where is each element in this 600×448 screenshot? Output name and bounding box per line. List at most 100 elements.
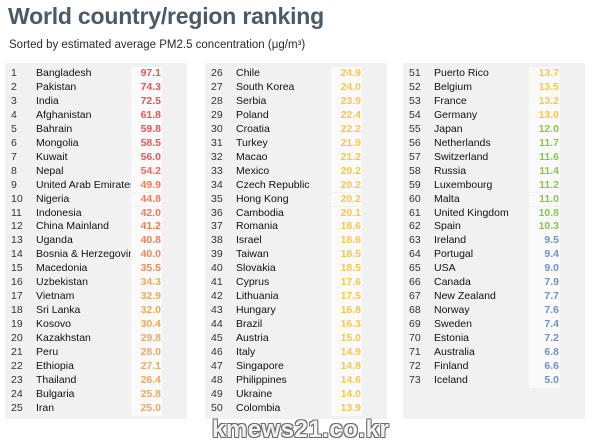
pm25-value: 16.3: [340, 318, 361, 331]
ranking-row: 40 Slovakia 18.5: [205, 262, 387, 277]
ranking-row: 72 Finland 6.6: [403, 359, 585, 374]
rank-number: 55: [409, 122, 421, 135]
ranking-row: 45 Austria 15.0: [205, 332, 387, 346]
ranking-row: 18 Sri Lanka 32.0: [5, 304, 187, 319]
rank-number: 20: [11, 332, 23, 345]
value-cell: [529, 359, 560, 374]
pm25-value: 56.0: [140, 150, 161, 163]
country-name: Mexico: [236, 164, 270, 177]
ranking-row: 5 Bahrain 59.8: [5, 122, 187, 137]
pm25-value: 11.0: [539, 192, 559, 205]
ranking-row: 25 Iran 25.0: [5, 401, 187, 416]
pm25-value: 34.3: [140, 276, 161, 289]
value-cell: [331, 276, 362, 291]
ranking-row: 60 Malta 11.0: [403, 192, 585, 207]
country-name: Bulgaria: [36, 387, 75, 400]
country-name: Iceland: [434, 373, 468, 386]
value-cell: [131, 234, 162, 249]
value-cell: [131, 150, 162, 165]
pm25-value: 25.8: [140, 387, 161, 400]
pm25-value: 27.1: [140, 359, 161, 372]
ranking-row: 51 Puerto Rico 13.7: [403, 67, 585, 81]
pm25-value: 14.0: [340, 387, 361, 400]
value-cell: [131, 359, 162, 374]
rank-number: 11: [11, 206, 22, 219]
pm25-value: 16.8: [340, 304, 361, 317]
value-cell: [131, 80, 162, 95]
value-cell: [131, 220, 162, 235]
rank-number: 73: [409, 373, 421, 386]
pm25-value: 11.7: [539, 136, 559, 149]
country-name: Afghanistan: [36, 108, 92, 121]
country-name: Switzerland: [434, 150, 489, 163]
value-cell: [331, 136, 362, 151]
ranking-row: 32 Macao 21.2: [205, 150, 387, 165]
rank-number: 68: [409, 304, 421, 317]
country-name: New Zealand: [434, 290, 496, 303]
rank-number: 58: [409, 164, 421, 177]
value-cell: [331, 290, 362, 305]
country-name: Colombia: [236, 401, 281, 414]
value-cell: [529, 346, 560, 360]
ranking-row: 66 Canada 7.9: [403, 276, 585, 291]
rank-number: 54: [409, 108, 421, 121]
ranking-row: 48 Philippines 14.6: [205, 373, 387, 388]
rank-number: 31: [211, 136, 223, 149]
pm25-value: 20.2: [340, 164, 361, 177]
pm25-value: 13.2: [538, 94, 559, 107]
rank-number: 45: [211, 332, 223, 345]
rank-number: 57: [409, 150, 421, 163]
ranking-row: 35 Hong Kong 20.2: [205, 192, 387, 207]
value-cell: [131, 401, 162, 416]
value-cell: [331, 164, 362, 179]
ranking-row: 10 Nigeria 44.8: [5, 192, 187, 207]
rank-number: 36: [211, 206, 223, 219]
rank-number: 21: [11, 346, 23, 358]
ranking-row: 57 Switzerland 11.6: [403, 150, 585, 165]
rank-number: 41: [211, 276, 223, 289]
value-cell: [131, 164, 162, 179]
rank-number: 38: [211, 234, 223, 247]
value-cell: [131, 387, 162, 402]
country-name: Serbia: [236, 94, 267, 107]
value-cell: [529, 164, 560, 179]
rank-number: 39: [211, 248, 223, 261]
pm25-value: 58.5: [140, 136, 161, 149]
value-cell: [131, 262, 162, 277]
country-name: Finland: [434, 359, 469, 372]
ranking-row: 2 Pakistan 74.3: [5, 80, 187, 95]
ranking-row: 67 New Zealand 7.7: [403, 290, 585, 305]
value-cell: [331, 318, 362, 332]
rank-number: 9: [11, 178, 17, 191]
country-name: Brazil: [236, 318, 263, 331]
value-cell: [131, 206, 162, 221]
value-cell: [529, 122, 560, 137]
pm25-value: 9.5: [544, 234, 559, 247]
country-name: India: [36, 94, 59, 107]
pm25-value: 5.0: [544, 373, 559, 386]
rank-number: 35: [211, 192, 223, 205]
ranking-row: 16 Uzbekistan 34.3: [5, 276, 187, 291]
value-cell: [529, 206, 560, 221]
country-name: Nigeria: [36, 192, 70, 205]
rank-number: 59: [409, 178, 421, 191]
pm25-value: 12.0: [538, 122, 559, 135]
pm25-value: 7.2: [544, 332, 559, 345]
rank-number: 63: [409, 234, 421, 247]
value-cell: [331, 67, 362, 81]
pm25-value: 22.2: [340, 122, 361, 135]
country-name: Kosovo: [36, 318, 72, 331]
ranking-row: 28 Serbia 23.9: [205, 94, 387, 109]
country-name: Cambodia: [236, 206, 284, 219]
pm25-value: 35.5: [140, 262, 161, 275]
country-name: Croatia: [236, 122, 270, 135]
page-title: World country/region ranking: [8, 3, 324, 29]
pm25-value: 26.4: [140, 373, 161, 386]
pm25-value: 41.2: [140, 220, 161, 233]
ranking-row: 6 Mongolia 58.5: [5, 136, 187, 151]
country-name: Mongolia: [36, 136, 79, 149]
country-name: Lithuania: [236, 290, 279, 303]
rank-number: 26: [211, 67, 223, 79]
value-cell: [529, 108, 560, 123]
ranking-row: 65 USA 9.0: [403, 262, 585, 277]
